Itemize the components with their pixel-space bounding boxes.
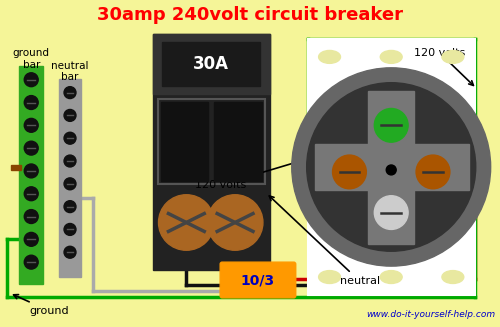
Bar <box>152 34 270 94</box>
Bar <box>160 101 208 181</box>
Bar <box>158 98 265 184</box>
Circle shape <box>24 73 38 87</box>
Circle shape <box>24 164 38 178</box>
Circle shape <box>64 246 76 258</box>
Circle shape <box>64 110 76 121</box>
Circle shape <box>24 118 38 132</box>
Circle shape <box>292 68 490 266</box>
Circle shape <box>332 155 366 189</box>
Circle shape <box>64 155 76 167</box>
Ellipse shape <box>442 270 464 284</box>
Text: 30amp 240volt circuit breaker: 30amp 240volt circuit breaker <box>97 6 403 24</box>
Circle shape <box>24 255 38 269</box>
Bar <box>368 91 414 244</box>
Bar <box>152 34 270 270</box>
Circle shape <box>207 195 263 250</box>
Bar <box>12 165 22 170</box>
Ellipse shape <box>380 270 402 284</box>
Circle shape <box>416 155 450 189</box>
Circle shape <box>24 210 38 223</box>
Circle shape <box>64 223 76 235</box>
Text: www.do-it-yourself-help.com: www.do-it-yourself-help.com <box>366 310 496 319</box>
Bar <box>59 79 81 277</box>
Text: 30A: 30A <box>193 55 229 73</box>
Ellipse shape <box>318 270 340 284</box>
Circle shape <box>64 178 76 190</box>
Circle shape <box>306 83 476 251</box>
Ellipse shape <box>380 50 402 63</box>
Text: 120 volts: 120 volts <box>414 48 474 85</box>
Bar <box>20 66 43 284</box>
Circle shape <box>374 196 408 230</box>
Circle shape <box>386 165 396 175</box>
Bar <box>308 39 474 295</box>
FancyBboxPatch shape <box>220 262 296 298</box>
Text: 120 volts: 120 volts <box>196 158 309 190</box>
Bar <box>214 101 262 181</box>
Text: ground
bar: ground bar <box>12 48 50 70</box>
Circle shape <box>24 232 38 246</box>
Circle shape <box>64 201 76 213</box>
Circle shape <box>64 87 76 98</box>
Circle shape <box>158 195 214 250</box>
Ellipse shape <box>318 50 340 63</box>
Ellipse shape <box>442 50 464 63</box>
Text: neutral
bar: neutral bar <box>52 61 89 82</box>
Circle shape <box>24 141 38 155</box>
Circle shape <box>24 187 38 201</box>
Text: ground: ground <box>14 295 69 316</box>
Circle shape <box>64 132 76 144</box>
Bar <box>314 144 469 190</box>
Bar <box>162 42 260 86</box>
Circle shape <box>374 109 408 142</box>
Circle shape <box>24 95 38 110</box>
Text: 10/3: 10/3 <box>241 273 275 287</box>
Text: neutral: neutral <box>270 196 380 286</box>
